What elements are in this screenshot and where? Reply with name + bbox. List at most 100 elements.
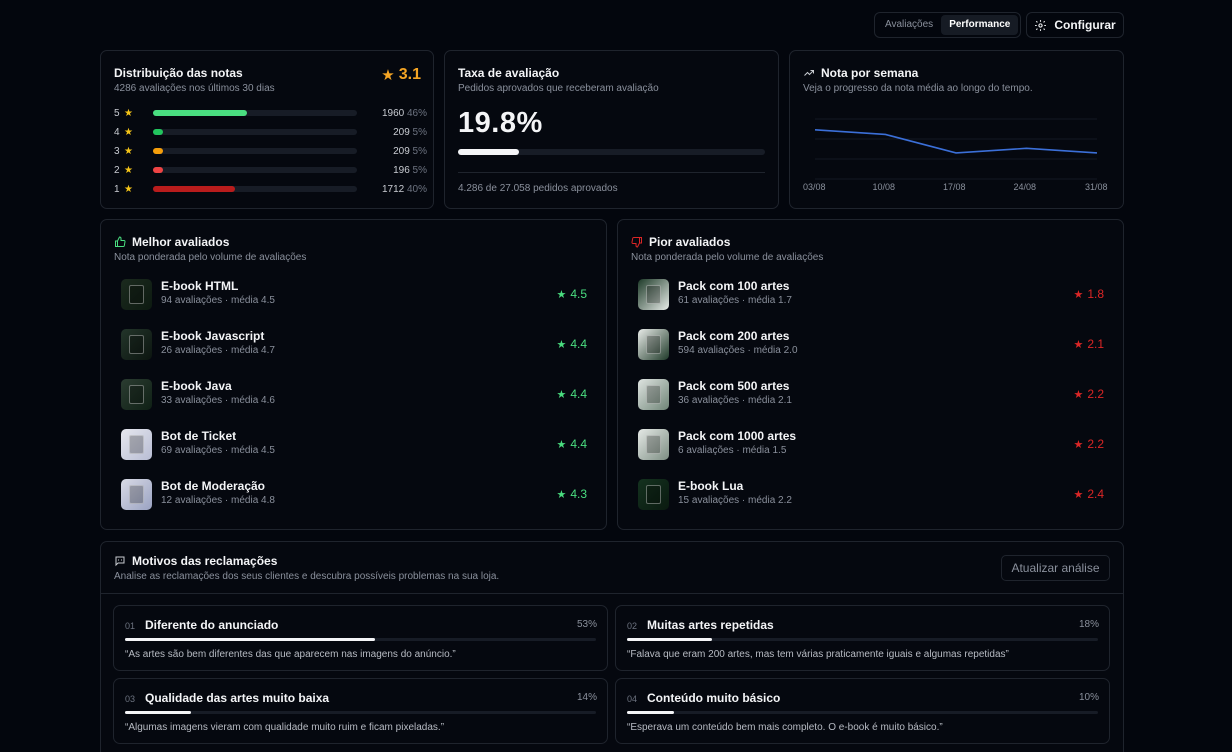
- product-score-value: 2.2: [1087, 387, 1104, 401]
- tab-avaliacoes[interactable]: Avaliações: [885, 19, 934, 30]
- rating-row-1: 1 ★ 1712 40%: [114, 182, 427, 196]
- product-thumbnail-inner: [129, 485, 144, 504]
- complaints-subtitle: Analise as reclamações dos seus clientes…: [114, 571, 500, 582]
- complaint-bar: [627, 711, 1098, 714]
- product-score: ★ 2.1: [1073, 337, 1104, 351]
- complaint-title: Diferente do anunciado: [145, 618, 279, 632]
- best-product-item[interactable]: E-book HTML 94 avaliações · média 4.5 ★ 4.5: [121, 277, 587, 311]
- trending-up-icon: [804, 70, 814, 76]
- product-thumbnail-inner: [129, 335, 144, 354]
- best-product-item[interactable]: Bot de Ticket 69 avaliações · média 4.5 ★ 4…: [121, 427, 587, 461]
- average-score: 3.1: [398, 66, 421, 83]
- worst-product-item[interactable]: E-book Lua 15 avaliações · média 2.2 ★ 2.4: [638, 477, 1104, 511]
- chart-x-tick-label: 17/08: [943, 182, 966, 192]
- complaint-card[interactable]: 02 Muitas artes repetidas 18% “Falava que e…: [615, 605, 1110, 671]
- rating-count-value: 209: [393, 145, 410, 157]
- complaint-index: 04: [627, 694, 638, 704]
- rating-stars-label: 4: [114, 126, 120, 138]
- product-name: E-book Java: [161, 379, 232, 393]
- star-icon: ★: [124, 164, 133, 176]
- best-subtitle: Nota ponderada pelo volume de avaliações: [114, 252, 307, 263]
- rating-count: 196 5%: [393, 165, 427, 176]
- product-meta: 12 avaliações · média 4.8: [161, 495, 275, 506]
- complaint-card[interactable]: 03 Qualidade das artes muito baixa 14% “Alg…: [113, 678, 608, 744]
- product-score-value: 1.8: [1087, 287, 1104, 301]
- complaint-title: Qualidade das artes muito baixa: [145, 691, 330, 705]
- product-thumbnail: [121, 479, 152, 510]
- product-score: ★ 4.4: [556, 387, 587, 401]
- rate-subtitle: Pedidos aprovados que receberam avaliaçã…: [458, 83, 659, 94]
- star-icon: ★: [556, 439, 567, 451]
- product-thumbnail-inner: [646, 485, 661, 504]
- star-icon: ★: [124, 107, 133, 119]
- product-thumbnail-inner: [129, 435, 144, 454]
- star-icon: ★: [556, 289, 567, 301]
- product-thumbnail-inner: [129, 385, 144, 404]
- complaint-card[interactable]: 01 Diferente do anunciado 53% “As artes são…: [113, 605, 608, 671]
- product-meta: 33 avaliações · média 4.6: [161, 395, 275, 406]
- product-meta: 94 avaliações · média 4.5: [161, 295, 275, 306]
- star-icon: ★: [124, 145, 133, 157]
- product-meta: 61 avaliações · média 1.7: [678, 295, 792, 306]
- product-score-value: 2.4: [1087, 487, 1104, 501]
- complaint-quote: “As artes são bem diferentes das que apa…: [125, 649, 456, 660]
- product-name: Bot de Moderação: [161, 479, 266, 493]
- star-icon: ★: [124, 183, 133, 195]
- rating-percent: 46%: [406, 107, 427, 119]
- product-thumbnail: [638, 429, 669, 460]
- complaint-index: 03: [125, 694, 136, 704]
- product-meta: 26 avaliações · média 4.7: [161, 345, 275, 356]
- chart-series-line: [814, 129, 1098, 154]
- message-icon: [115, 556, 125, 567]
- worst-product-item[interactable]: Pack com 1000 artes 6 avaliações · média …: [638, 427, 1104, 461]
- product-name: E-book Lua: [678, 479, 744, 493]
- complaints-title: Motivos das reclamações: [132, 554, 278, 568]
- product-name: Pack com 1000 artes: [678, 429, 797, 443]
- product-score-value: 4.3: [570, 487, 587, 501]
- rate-card: Taxa de avaliação Pedidos aprovados que …: [444, 50, 779, 209]
- rating-stars-label: 5: [114, 107, 120, 119]
- rate-title: Taxa de avaliação: [458, 66, 560, 80]
- product-thumbnail: [121, 329, 152, 360]
- product-name: Pack com 200 artes: [678, 329, 790, 343]
- rating-percent: 5%: [412, 164, 427, 176]
- best-product-item[interactable]: Bot de Moderação 12 avaliações · média 4.…: [121, 477, 587, 511]
- tab-performance[interactable]: Performance: [941, 15, 1019, 35]
- complaint-card[interactable]: 04 Conteúdo muito básico 10% “Esperava um c…: [615, 678, 1110, 744]
- product-name: Pack com 500 artes: [678, 379, 790, 393]
- rating-bar-fill: [153, 148, 164, 154]
- product-name: Pack com 100 artes: [678, 279, 790, 293]
- product-thumbnail: [638, 279, 669, 310]
- complaint-quote: “Algumas imagens vieram com qualidade mu…: [125, 722, 445, 733]
- product-score: ★ 2.2: [1073, 437, 1104, 451]
- product-thumbnail: [121, 279, 152, 310]
- best-product-item[interactable]: E-book Javascript 26 avaliações · média 4…: [121, 327, 587, 361]
- worst-product-item[interactable]: Pack com 500 artes 36 avaliações · média …: [638, 377, 1104, 411]
- worst-product-item[interactable]: Pack com 100 artes 61 avaliações · média …: [638, 277, 1104, 311]
- weekly-chart: 03/08 10/08 17/08 24/08 31/08: [803, 118, 1108, 192]
- refresh-analysis-button[interactable]: Atualizar análise: [1001, 555, 1110, 581]
- product-meta: 36 avaliações · média 2.1: [678, 395, 792, 406]
- complaint-bar-fill: [627, 638, 712, 641]
- rate-footer: 4.286 de 27.058 pedidos aprovados: [458, 183, 618, 194]
- settings-button[interactable]: Configurar: [1026, 12, 1124, 38]
- worst-product-item[interactable]: Pack com 200 artes 594 avaliações · média…: [638, 327, 1104, 361]
- product-name: Bot de Ticket: [161, 429, 237, 443]
- rating-bar-fill: [153, 129, 164, 135]
- settings-label: Configurar: [1054, 18, 1116, 32]
- rating-bar: [153, 186, 357, 192]
- rating-count-value: 1712: [381, 183, 405, 195]
- complaint-percent: 18%: [1078, 619, 1099, 630]
- best-product-item[interactable]: E-book Java 33 avaliações · média 4.6 ★ 4.4: [121, 377, 587, 411]
- rating-percent: 5%: [412, 126, 427, 138]
- rating-bar: [153, 110, 357, 116]
- gear-icon: [1035, 19, 1047, 31]
- product-meta: 69 avaliações · média 4.5: [161, 445, 275, 456]
- rating-row-2: 2 ★ 196 5%: [114, 163, 427, 177]
- product-score-value: 2.2: [1087, 437, 1104, 451]
- star-icon: ★: [381, 67, 395, 84]
- complaint-index: 02: [627, 621, 638, 631]
- star-icon: ★: [1073, 489, 1084, 501]
- product-score: ★ 4.5: [556, 287, 587, 301]
- rating-percent: 40%: [406, 183, 427, 195]
